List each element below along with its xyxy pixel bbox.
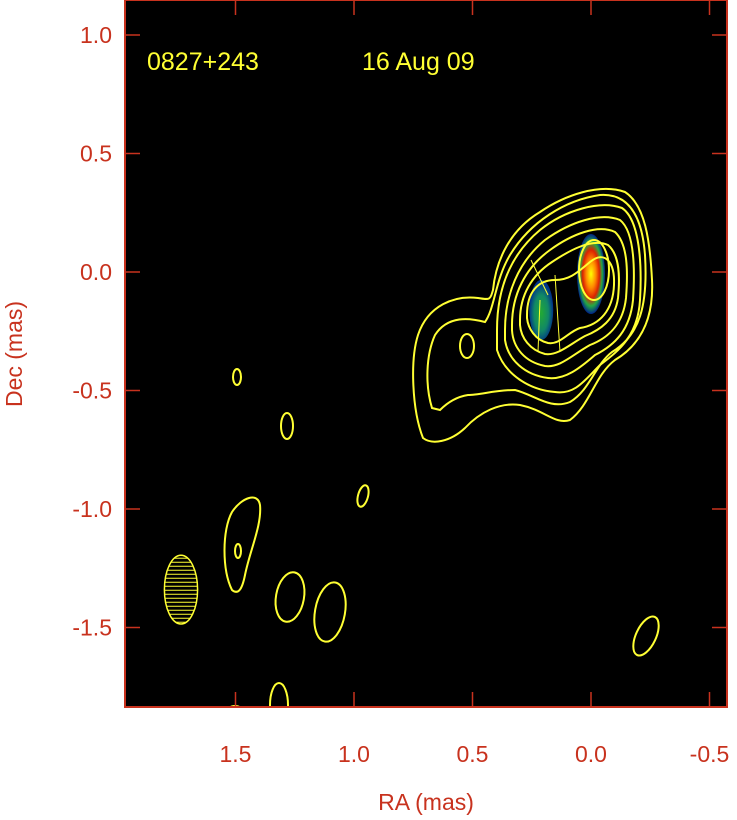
x-tick-label: 1.5 [220,741,252,767]
plot-area [125,0,727,707]
y-tick-label: -1.0 [72,496,112,522]
jet-line [537,299,541,353]
x-tick-label: 1.0 [338,741,370,767]
observation-date: 16 Aug 09 [362,48,475,76]
contour-isolated [313,581,347,643]
x-tick-label: -0.5 [690,741,730,767]
contour-isolated [232,368,242,386]
contour-hole [459,333,475,359]
contour-level-2 [426,193,647,412]
x-tick-label: 0.5 [457,741,489,767]
contour-isolated [632,615,660,657]
plot-frame [124,0,728,708]
y-tick-label: 1.0 [80,22,112,48]
contour-level-5 [511,228,628,368]
contour-isolated [223,496,262,593]
beam-ellipse [163,554,199,625]
contour-level-4 [504,216,635,380]
y-tick-label: 0.5 [80,141,112,167]
contour-level-6 [519,241,620,356]
y-axis-title: Dec (mas) [1,301,27,407]
contour-level-3 [496,204,642,394]
contour-isolated [234,543,242,559]
component-1 [529,279,554,340]
contour-isolated [280,412,294,440]
source-name: 0827+243 [147,48,259,76]
x-axis-title: RA (mas) [378,789,474,815]
contour-isolated [269,682,289,707]
contour-isolated [228,705,242,707]
contour-isolated [356,484,370,508]
jet-line [530,259,549,296]
jet-line [554,274,561,353]
contours [223,187,660,707]
beam-outline [163,554,199,625]
contour-level-1 [412,187,654,443]
contour-isolated [274,571,306,623]
contour-core-inner [578,239,610,301]
y-tick-label: -1.5 [72,615,112,641]
y-tick-label: 0.0 [80,259,112,285]
x-tick-label: 0.0 [575,741,607,767]
y-tick-label: -0.5 [72,378,112,404]
